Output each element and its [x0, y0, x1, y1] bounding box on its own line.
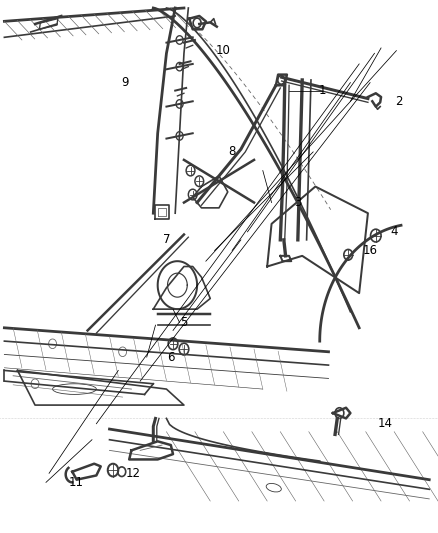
Text: 1: 1 [318, 84, 326, 97]
Text: 4: 4 [390, 225, 398, 238]
Text: 12: 12 [126, 467, 141, 480]
Text: 11: 11 [69, 476, 84, 489]
Text: 3: 3 [294, 196, 301, 209]
Text: 9: 9 [121, 76, 129, 89]
Text: 6: 6 [167, 351, 175, 364]
Text: 7: 7 [162, 233, 170, 246]
Text: 8: 8 [229, 146, 236, 158]
Text: 10: 10 [216, 44, 231, 57]
Text: 14: 14 [378, 417, 393, 430]
Text: 2: 2 [395, 95, 403, 108]
Text: 16: 16 [363, 244, 378, 257]
Text: 5: 5 [180, 316, 187, 329]
